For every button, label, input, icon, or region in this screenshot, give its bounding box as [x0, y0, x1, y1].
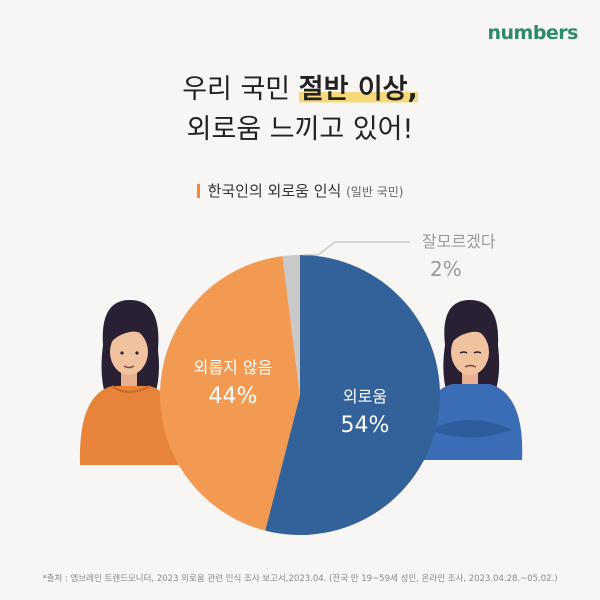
headline: 우리 국민 절반 이상, 외로움 느끼고 있어!: [0, 70, 600, 150]
brand-logo: numbers: [487, 22, 578, 44]
figure-left-illustration: [79, 300, 182, 465]
not-lonely-value-label: 44%: [209, 384, 258, 409]
chart-title-note: (일반 국민): [346, 185, 404, 199]
figure-right-illustration: [417, 300, 523, 460]
headline-line2: 외로움 느끼고 있어!: [186, 114, 414, 145]
slice-not-lonely: [160, 256, 300, 531]
unsure-label: 잘모르겠다: [422, 232, 496, 251]
lonely-value-label: 54%: [341, 413, 390, 438]
unsure-leader-line: [303, 241, 410, 256]
unsure-value-label: 2%: [430, 257, 462, 281]
chart-title-main: 한국인의 외로움 인식: [207, 182, 342, 200]
accent-bar: [196, 184, 200, 198]
pie-slices: [160, 255, 441, 535]
slice-unsure: [282, 255, 300, 395]
not-lonely-label: 외롭지 않음: [194, 358, 273, 377]
source-footnote: *출처 : 엠브레인 트렌드모니터, 2023 외로움 관련 인식 조사 보고서…: [42, 574, 558, 584]
slice-lonely: [265, 255, 441, 535]
lonely-label: 외로움: [343, 387, 387, 406]
headline-highlight: 절반 이상,: [298, 74, 418, 105]
headline-prefix: 우리 국민: [182, 74, 291, 105]
chart-title: 한국인의 외로움 인식 (일반 국민): [0, 180, 600, 201]
